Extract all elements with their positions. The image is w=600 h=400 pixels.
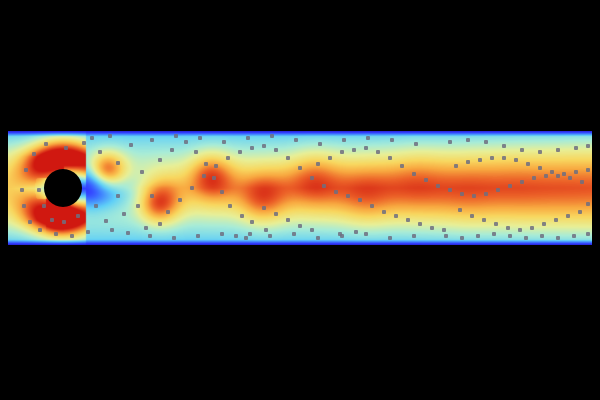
velocity-field-heatmap <box>8 131 592 245</box>
cylinder-obstacle <box>44 169 82 207</box>
